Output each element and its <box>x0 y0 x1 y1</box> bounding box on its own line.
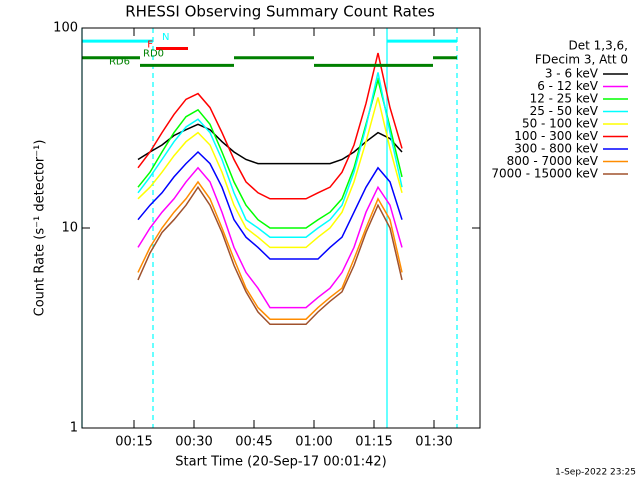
footer: 1-Sep-2022 23:25 <box>555 468 636 478</box>
y-tick-label: 1 <box>70 421 78 436</box>
series-line <box>137 185 403 326</box>
y-tick-label: 100 <box>53 21 78 36</box>
flag-label: F <box>147 39 153 50</box>
legend-label: 7000 - 15000 keV <box>491 167 598 181</box>
legend-header: FDecim 3, Att 0 <box>535 53 628 67</box>
legend-label: 100 - 300 keV <box>514 129 598 143</box>
series-line <box>137 150 403 260</box>
legend-label: 300 - 800 keV <box>514 142 598 156</box>
series-line <box>137 76 403 229</box>
x-tick-label: 00:45 <box>235 435 272 450</box>
y-axis-label: Count Rate (s⁻¹ detector⁻¹) <box>33 140 48 317</box>
x-tick-label: 01:15 <box>355 435 392 450</box>
flag-label: N <box>162 32 169 43</box>
legend-label: 3 - 6 keV <box>545 67 599 81</box>
x-axis-label: Start Time (20-Sep-17 00:01:42) <box>175 455 386 470</box>
legend-label: 12 - 25 keV <box>530 92 599 106</box>
legend-header: Det 1,3,6, <box>569 39 629 53</box>
flag-label: RD0 <box>143 49 164 60</box>
chart-title: RHESSI Observing Summary Count Rates <box>125 3 435 21</box>
legend-label: 50 - 100 keV <box>522 117 599 131</box>
series-line <box>137 166 403 309</box>
legend-label: 6 - 12 keV <box>537 79 599 93</box>
y-tick-label: 10 <box>61 221 78 236</box>
series-line <box>137 97 403 249</box>
x-tick-label: 00:15 <box>115 435 152 450</box>
x-tick-label: 00:30 <box>175 435 212 450</box>
legend-label: 800 - 7000 keV <box>507 154 599 168</box>
series-line <box>137 52 403 200</box>
x-tick-label: 01:30 <box>415 435 452 450</box>
flag-label: RD6 <box>109 56 130 67</box>
x-tick-label: 01:00 <box>295 435 332 450</box>
series-line <box>137 180 403 320</box>
legend-label: 25 - 50 keV <box>530 104 599 118</box>
series-line <box>137 72 403 238</box>
